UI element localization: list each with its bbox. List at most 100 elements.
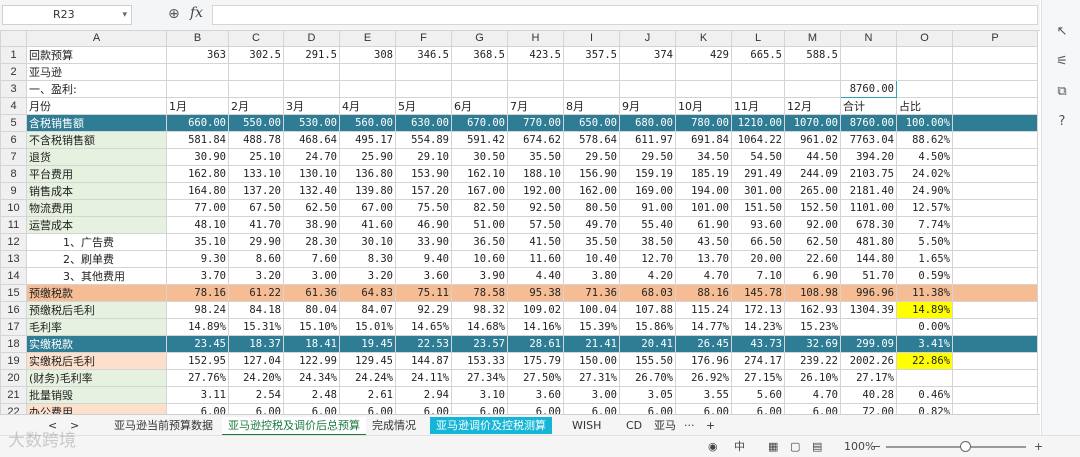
cell-o17[interactable]: 0.00% xyxy=(896,317,953,336)
cell-l12[interactable]: 66.50 xyxy=(731,232,785,251)
tab-wish[interactable]: WISH xyxy=(572,419,602,432)
cell-m21[interactable]: 4.70 xyxy=(784,385,841,404)
cell-b14[interactable]: 3.70 xyxy=(166,266,229,285)
cell-i20[interactable]: 27.31% xyxy=(563,368,620,387)
cell-i5[interactable]: 650.00 xyxy=(563,113,620,132)
cell-b5[interactable]: 660.00 xyxy=(166,113,229,132)
row-header[interactable]: 12 xyxy=(0,232,27,251)
cell-n14[interactable]: 51.70 xyxy=(840,266,897,285)
cell-o14[interactable]: 0.59% xyxy=(896,266,953,285)
cell-o1[interactable] xyxy=(896,45,953,64)
cell-o20[interactable] xyxy=(896,368,953,387)
cell-j21[interactable]: 3.05 xyxy=(619,385,676,404)
row-header[interactable]: 5 xyxy=(0,113,27,132)
column-header-n[interactable]: N xyxy=(840,30,897,47)
column-header-a[interactable]: A xyxy=(26,30,167,47)
cell-h21[interactable]: 3.60 xyxy=(507,385,564,404)
row-header[interactable]: 18 xyxy=(0,334,27,353)
cell-m13[interactable]: 22.60 xyxy=(784,249,841,268)
cell-f3[interactable] xyxy=(395,79,452,98)
cell-d18[interactable]: 18.41 xyxy=(283,334,340,353)
row-header[interactable]: 14 xyxy=(0,266,27,285)
cell-a3[interactable]: 一、盈利: xyxy=(26,79,167,98)
row-header[interactable]: 20 xyxy=(0,368,27,387)
cell-j2[interactable] xyxy=(619,62,676,81)
cell-p3[interactable] xyxy=(952,79,1038,98)
zoom-in-button[interactable]: + xyxy=(1034,440,1044,453)
cell-d17[interactable]: 15.10% xyxy=(283,317,340,336)
row-header[interactable]: 19 xyxy=(0,351,27,370)
cell-d14[interactable]: 3.00 xyxy=(283,266,340,285)
cell-e15[interactable]: 64.83 xyxy=(339,283,396,302)
cell-f21[interactable]: 2.94 xyxy=(395,385,452,404)
cell-h19[interactable]: 175.79 xyxy=(507,351,564,370)
cell-p12[interactable] xyxy=(952,232,1038,251)
cell-e2[interactable] xyxy=(339,62,396,81)
cell-k16[interactable]: 115.24 xyxy=(675,300,732,319)
cell-h14[interactable]: 4.40 xyxy=(507,266,564,285)
cell-h4[interactable]: 7月 xyxy=(507,96,564,115)
column-header-k[interactable]: K xyxy=(675,30,732,47)
cell-f2[interactable] xyxy=(395,62,452,81)
cell-c9[interactable]: 137.20 xyxy=(228,181,284,200)
cell-d12[interactable]: 28.30 xyxy=(283,232,340,251)
cell-h13[interactable]: 11.60 xyxy=(507,249,564,268)
cell-g2[interactable] xyxy=(451,62,508,81)
prev-sheet-icon[interactable]: < xyxy=(48,419,58,432)
cell-p10[interactable] xyxy=(952,198,1038,217)
cell-m4[interactable]: 12月 xyxy=(784,96,841,115)
cell-c16[interactable]: 84.18 xyxy=(228,300,284,319)
cell-k7[interactable]: 34.50 xyxy=(675,147,732,166)
cell-a13[interactable]: 2、刷单费 xyxy=(26,249,167,268)
cell-j7[interactable]: 29.50 xyxy=(619,147,676,166)
cell-g15[interactable]: 78.58 xyxy=(451,283,508,302)
cell-n20[interactable]: 27.17% xyxy=(840,368,897,387)
cell-o2[interactable] xyxy=(896,62,953,81)
cell-c6[interactable]: 488.78 xyxy=(228,130,284,149)
cell-p21[interactable] xyxy=(952,385,1038,404)
cell-d15[interactable]: 61.36 xyxy=(283,283,340,302)
cell-p17[interactable] xyxy=(952,317,1038,336)
cell-f13[interactable]: 9.40 xyxy=(395,249,452,268)
cell-h17[interactable]: 14.16% xyxy=(507,317,564,336)
cell-k20[interactable]: 26.92% xyxy=(675,368,732,387)
cell-n22[interactable]: 72.00 xyxy=(840,402,897,414)
cell-g21[interactable]: 3.10 xyxy=(451,385,508,404)
cell-d6[interactable]: 468.64 xyxy=(283,130,340,149)
cell-f11[interactable]: 46.90 xyxy=(395,215,452,234)
cell-i6[interactable]: 578.64 xyxy=(563,130,620,149)
cell-a4[interactable]: 月份 xyxy=(26,96,167,115)
cell-d16[interactable]: 80.04 xyxy=(283,300,340,319)
cell-o13[interactable]: 1.65% xyxy=(896,249,953,268)
cell-j15[interactable]: 68.03 xyxy=(619,283,676,302)
cell-c18[interactable]: 18.37 xyxy=(228,334,284,353)
column-header-b[interactable]: B xyxy=(166,30,229,47)
cell-l13[interactable]: 20.00 xyxy=(731,249,785,268)
cell-d10[interactable]: 62.50 xyxy=(283,198,340,217)
cell-e16[interactable]: 84.07 xyxy=(339,300,396,319)
row-header[interactable]: 11 xyxy=(0,215,27,234)
cell-p9[interactable] xyxy=(952,181,1038,200)
cell-k14[interactable]: 4.70 xyxy=(675,266,732,285)
row-header[interactable]: 10 xyxy=(0,198,27,217)
cell-f15[interactable]: 75.11 xyxy=(395,283,452,302)
cell-m15[interactable]: 108.98 xyxy=(784,283,841,302)
cell-i14[interactable]: 3.80 xyxy=(563,266,620,285)
cell-d19[interactable]: 122.99 xyxy=(283,351,340,370)
cell-d20[interactable]: 24.34% xyxy=(283,368,340,387)
cell-l8[interactable]: 291.49 xyxy=(731,164,785,183)
cell-j14[interactable]: 4.20 xyxy=(619,266,676,285)
cell-p22[interactable] xyxy=(952,402,1038,414)
page-break-icon[interactable]: ▤ xyxy=(812,440,823,453)
cell-n10[interactable]: 1101.00 xyxy=(840,198,897,217)
cell-k5[interactable]: 780.00 xyxy=(675,113,732,132)
cell-a5[interactable]: 含税销售额 xyxy=(26,113,167,132)
cell-o16[interactable]: 14.89% xyxy=(896,300,953,319)
cell-f7[interactable]: 29.10 xyxy=(395,147,452,166)
cell-j10[interactable]: 91.00 xyxy=(619,198,676,217)
cell-i12[interactable]: 35.50 xyxy=(563,232,620,251)
cell-n7[interactable]: 394.20 xyxy=(840,147,897,166)
cell-k12[interactable]: 43.50 xyxy=(675,232,732,251)
cell-i15[interactable]: 71.36 xyxy=(563,283,620,302)
cell-c14[interactable]: 3.20 xyxy=(228,266,284,285)
